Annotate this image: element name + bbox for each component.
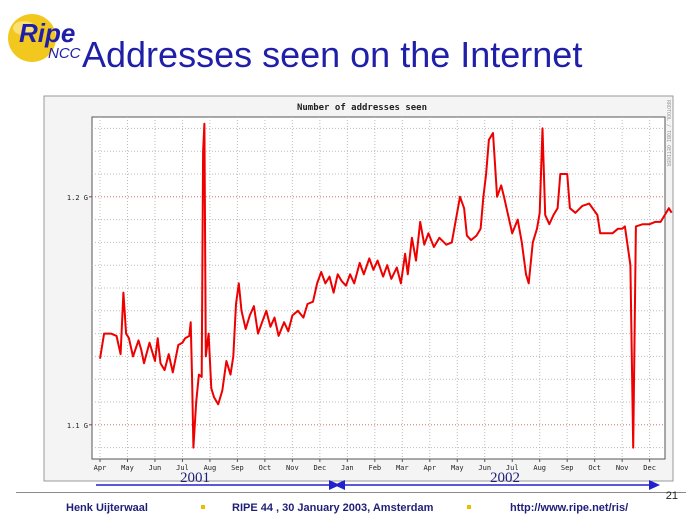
x-tick-label: Nov <box>616 464 629 472</box>
chart-title: Number of addresses seen <box>297 103 427 113</box>
x-tick-label: Sep <box>561 464 574 472</box>
x-tick-label: Feb <box>368 464 381 472</box>
x-tick-label: Jul <box>176 464 189 472</box>
y-tick-label: 1.1 G <box>67 422 88 430</box>
x-tick-label: Mar <box>396 464 409 472</box>
footer-bullet-2 <box>467 505 471 509</box>
x-tick-label: Oct <box>588 464 601 472</box>
x-tick-label: Oct <box>259 464 272 472</box>
year-arrows <box>96 480 660 490</box>
slide-number: 21 <box>665 490 678 502</box>
x-tick-label: Aug <box>533 464 546 472</box>
x-tick-label: Nov <box>286 464 299 472</box>
x-tick-label: Sep <box>231 464 244 472</box>
x-tick-label: Apr <box>94 464 107 472</box>
year-label-2001: 2001 <box>180 470 210 486</box>
x-tick-label: May <box>451 464 464 472</box>
grid <box>89 117 665 462</box>
x-tick-label: Dec <box>643 464 656 472</box>
plot-area <box>91 116 666 460</box>
year-label-2002: 2002 <box>490 470 520 486</box>
year-arrow-2002-tail <box>334 480 345 490</box>
logo-sub: NCC <box>48 45 81 62</box>
series-line-addresses <box>99 122 673 449</box>
x-tick-labels: Apr May Jun Jul Aug Sep Oct Nov Dec Jan Feb Mar Apr M… <box>94 464 656 472</box>
ripe-ncc-logo: Ripe NCC <box>6 6 86 68</box>
y-tick-labels: 1.1 G 1.2 G <box>67 194 88 430</box>
x-tick-label: Jun <box>149 464 162 472</box>
logo-sphere-highlight <box>13 21 35 35</box>
footer-bullet-1 <box>201 505 205 509</box>
footer-event: RIPE 44 , 30 January 2003, Amsterdam <box>232 502 434 514</box>
x-tick-label: Jul <box>506 464 519 472</box>
footer-divider <box>16 492 686 493</box>
footer-url: http://www.ripe.net/ris/ <box>510 502 629 514</box>
x-tick-label: Aug <box>204 464 217 472</box>
footer-author: Henk Uijterwaal <box>66 502 148 514</box>
x-tick-label: May <box>121 464 134 472</box>
y-tick-label: 1.2 G <box>67 194 88 202</box>
year-arrow-2002-head <box>649 480 660 490</box>
slide-title: Addresses seen on the Internet <box>82 34 583 75</box>
x-tick-label: Jun <box>478 464 491 472</box>
x-tick-label: Apr <box>423 464 436 472</box>
x-tick-label: Dec <box>314 464 327 472</box>
rrdtool-watermark: RRDTOOL / TOBI OETIKER <box>665 100 671 167</box>
logo-word: Ripe <box>19 18 75 48</box>
x-tick-label: Jan <box>341 464 354 472</box>
